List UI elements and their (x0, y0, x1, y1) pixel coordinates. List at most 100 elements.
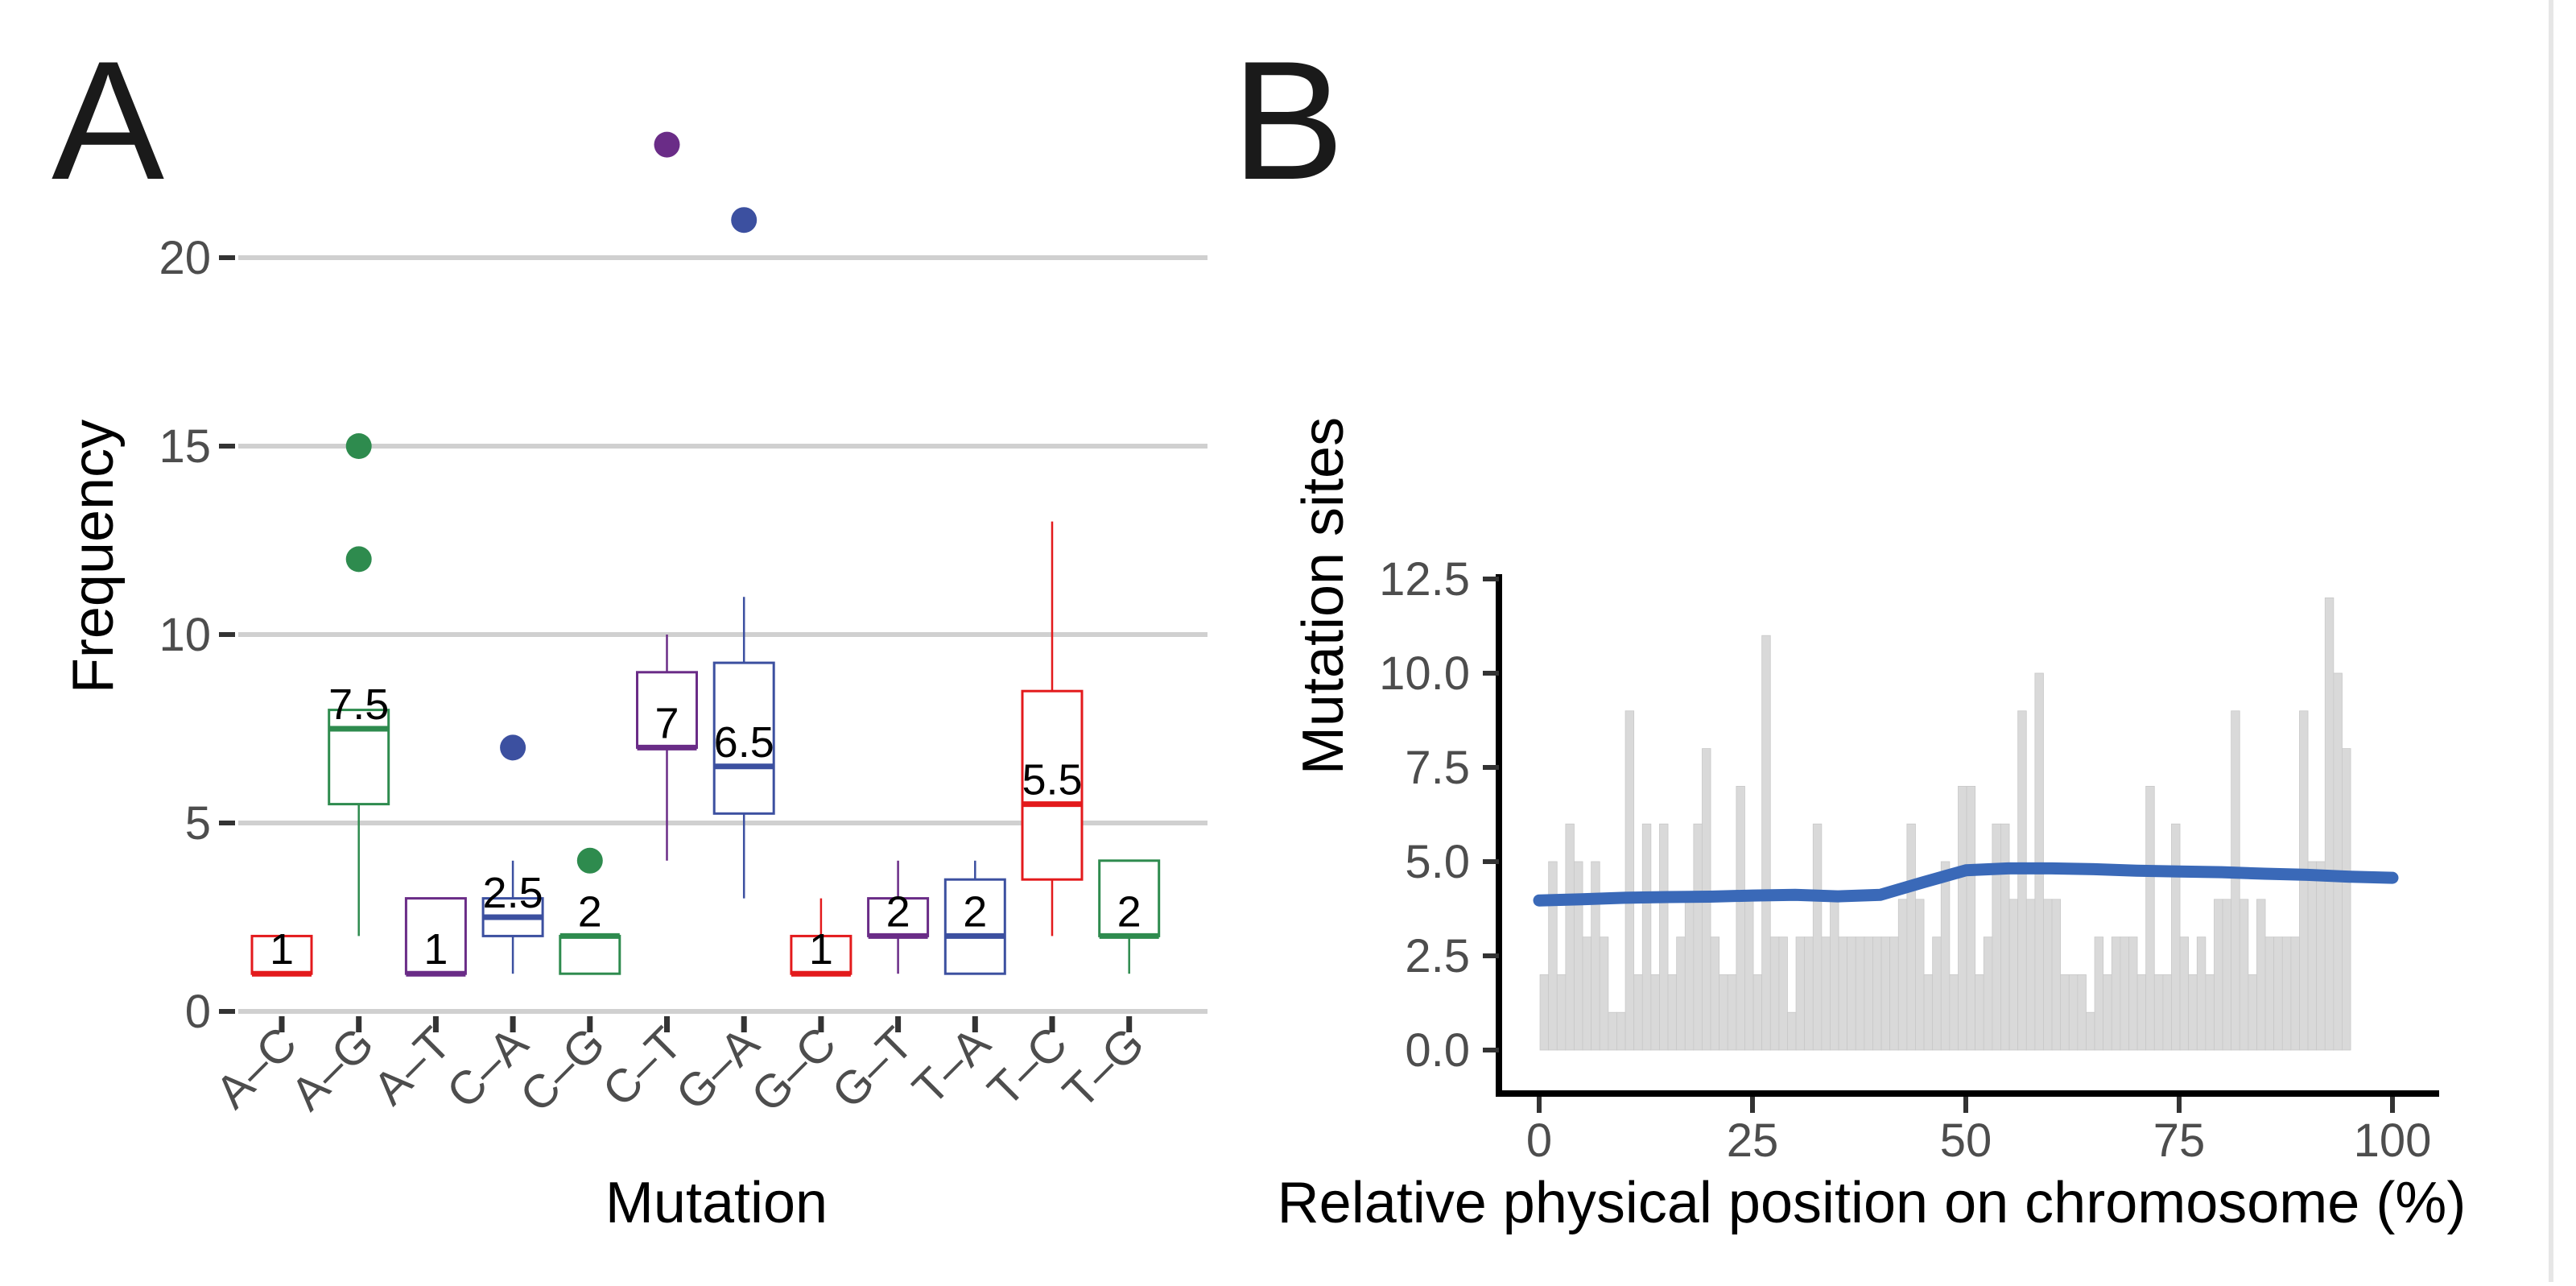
panel-a-box-group: 1 (404, 897, 467, 977)
panel-a-x-tick-label: T–A (902, 1017, 1000, 1114)
panel-a-x-tick-label: T–C (978, 1017, 1077, 1116)
panel-a-x-axis-title: Mutation (605, 1171, 828, 1235)
panel-b-bar (2222, 899, 2232, 1051)
panel-a-box (404, 897, 467, 975)
panel-b-x-axis-title: Relative physical position on chromosome… (1278, 1171, 2467, 1235)
panel-b-bar (2342, 748, 2351, 1051)
panel-b-bar (1582, 937, 1592, 1051)
panel-a-median-label: 1 (809, 925, 833, 974)
panel-a-box-group: 7 (636, 131, 698, 861)
panel-a-y-tick-label: 0 (185, 986, 211, 1038)
panel-b-bar (2171, 823, 2181, 1051)
panel-b-bar (2316, 861, 2326, 1051)
panel-b-bar (1915, 899, 1925, 1051)
panel-b-bar (1684, 899, 1695, 1051)
panel-b-bar (1958, 786, 1967, 1051)
panel-b-bar (2043, 899, 2053, 1051)
panel-a-y-axis: 0 5 10 15 20 (159, 232, 235, 1038)
panel-a-box (712, 661, 775, 815)
panel-a-box-group: 6.5 (712, 207, 775, 899)
panel-b-bar (1880, 937, 1891, 1051)
panel-b-bar (2017, 710, 2027, 1051)
panel-b-bar (2111, 937, 2121, 1051)
panel-a-x-tick-label: G–T (822, 1017, 923, 1119)
panel-letter-a: A (52, 26, 164, 215)
panel-b-bar (1608, 1011, 1617, 1051)
panel-a-outlier-point (731, 207, 758, 234)
panel-b-bar (1548, 861, 1558, 1051)
panel-b-x-axis: 0 25 50 75 100 (1526, 1097, 2432, 1167)
panel-b-bar (1830, 899, 1839, 1051)
panel-b-bar (1744, 899, 1754, 1051)
panel-a-box-group: 2 (943, 860, 1006, 975)
panel-b-bar (2324, 598, 2334, 1051)
panel-b-bar (2145, 786, 2155, 1051)
panel-a-y-tick-label: 5 (185, 797, 211, 850)
panel-b-x-tick-label: 50 (1940, 1114, 1992, 1167)
panel-b-y-tick-label: 0.0 (1405, 1024, 1470, 1077)
panel-b-bar (1719, 974, 1728, 1051)
panel-a-outlier-point (345, 433, 372, 459)
panel-b-bar (2153, 974, 2164, 1051)
panel-b-bar (2196, 937, 2207, 1051)
panel-b-y-axis-title: Mutation sites (1291, 417, 1356, 775)
panel-a-x-axis: A–CA–GA–TC–AC–GC–TG–AG–CG–TT–AT–CT–G (205, 1016, 1154, 1123)
panel-b-x-tick-label: 100 (2354, 1114, 2432, 1167)
panel-b-bar (2239, 899, 2249, 1051)
panel-b-bar (2179, 937, 2190, 1051)
panel-b-bar (2256, 899, 2266, 1051)
panel-b-y-tick-label: 12.5 (1379, 553, 1470, 606)
panel-a-box (867, 897, 930, 937)
panel-a-median-label: 2.5 (483, 869, 543, 917)
right-border (2549, 0, 2553, 1282)
panel-b-bar (1736, 786, 1745, 1051)
panel-a-median-label: 2 (963, 887, 987, 936)
panel-a-y-axis-title: Frequency (61, 420, 126, 693)
panel-b-bar (1539, 974, 1550, 1051)
panel-a-box-group: 1 (250, 925, 313, 977)
panel-b-bar (1624, 710, 1635, 1051)
panel-b-bar (1727, 974, 1737, 1051)
panel-b-bar (1641, 823, 1652, 1051)
panel-b-bar (1864, 937, 1873, 1051)
panel-b-y-tick-label: 2.5 (1405, 930, 1470, 982)
panel-a-median-label: 7.5 (328, 680, 389, 729)
panel-b-bar (1847, 937, 1856, 1051)
panel-b-bar (1923, 974, 1934, 1051)
panel-letter-b: B (1232, 26, 1344, 215)
panel-b-axes (1496, 574, 2439, 1097)
panel-b-bar (1667, 974, 1678, 1051)
panel-a-box-group: 7.5 (328, 433, 390, 937)
panel-b-bar (2188, 974, 2198, 1051)
panel-a-median-label: 6.5 (714, 718, 774, 767)
panel-b-bar (2128, 937, 2138, 1051)
panel-a-y-tick-label: 15 (159, 420, 211, 473)
panel-b-bar (1949, 974, 1959, 1051)
panel-b-bar (1710, 937, 1720, 1051)
panel-b-y-axis: 0.0 2.5 5.0 7.5 10.0 12.5 (1379, 553, 1499, 1077)
panel-b-bar (1966, 786, 1976, 1051)
panel-b-bar (1975, 974, 1984, 1051)
panel-a-x-tick-label: G–A (666, 1017, 769, 1120)
panel-b-bar (2273, 937, 2283, 1051)
panel-b-bar (2008, 899, 2019, 1051)
panel-a-median-label: 5.5 (1022, 756, 1082, 804)
panel-b-x-tick-label: 75 (2153, 1114, 2206, 1167)
panel-b-bar (2214, 899, 2223, 1051)
panel-b-bar (1821, 937, 1831, 1051)
panel-b-bar (1752, 974, 1763, 1051)
panel-b-bar (1889, 937, 1899, 1051)
panel-b-bar (2307, 861, 2318, 1051)
panel-b-bar (2248, 974, 2257, 1051)
panel-a-median-label: 2 (578, 887, 602, 936)
panel-a-box-group: 2 (867, 860, 930, 974)
panel-a-boxes: 1 7.5 1 2.5 2 7 6.5 1 2 2 5.5 2 (250, 131, 1161, 977)
panel-a-x-tick-label: C–A (437, 1017, 539, 1119)
panel-b-bar (1659, 823, 1669, 1051)
panel-a-box-group: 2 (1098, 859, 1161, 974)
panel-b-bar (1872, 937, 1882, 1051)
panel-a-y-tick-label: 20 (159, 232, 211, 284)
